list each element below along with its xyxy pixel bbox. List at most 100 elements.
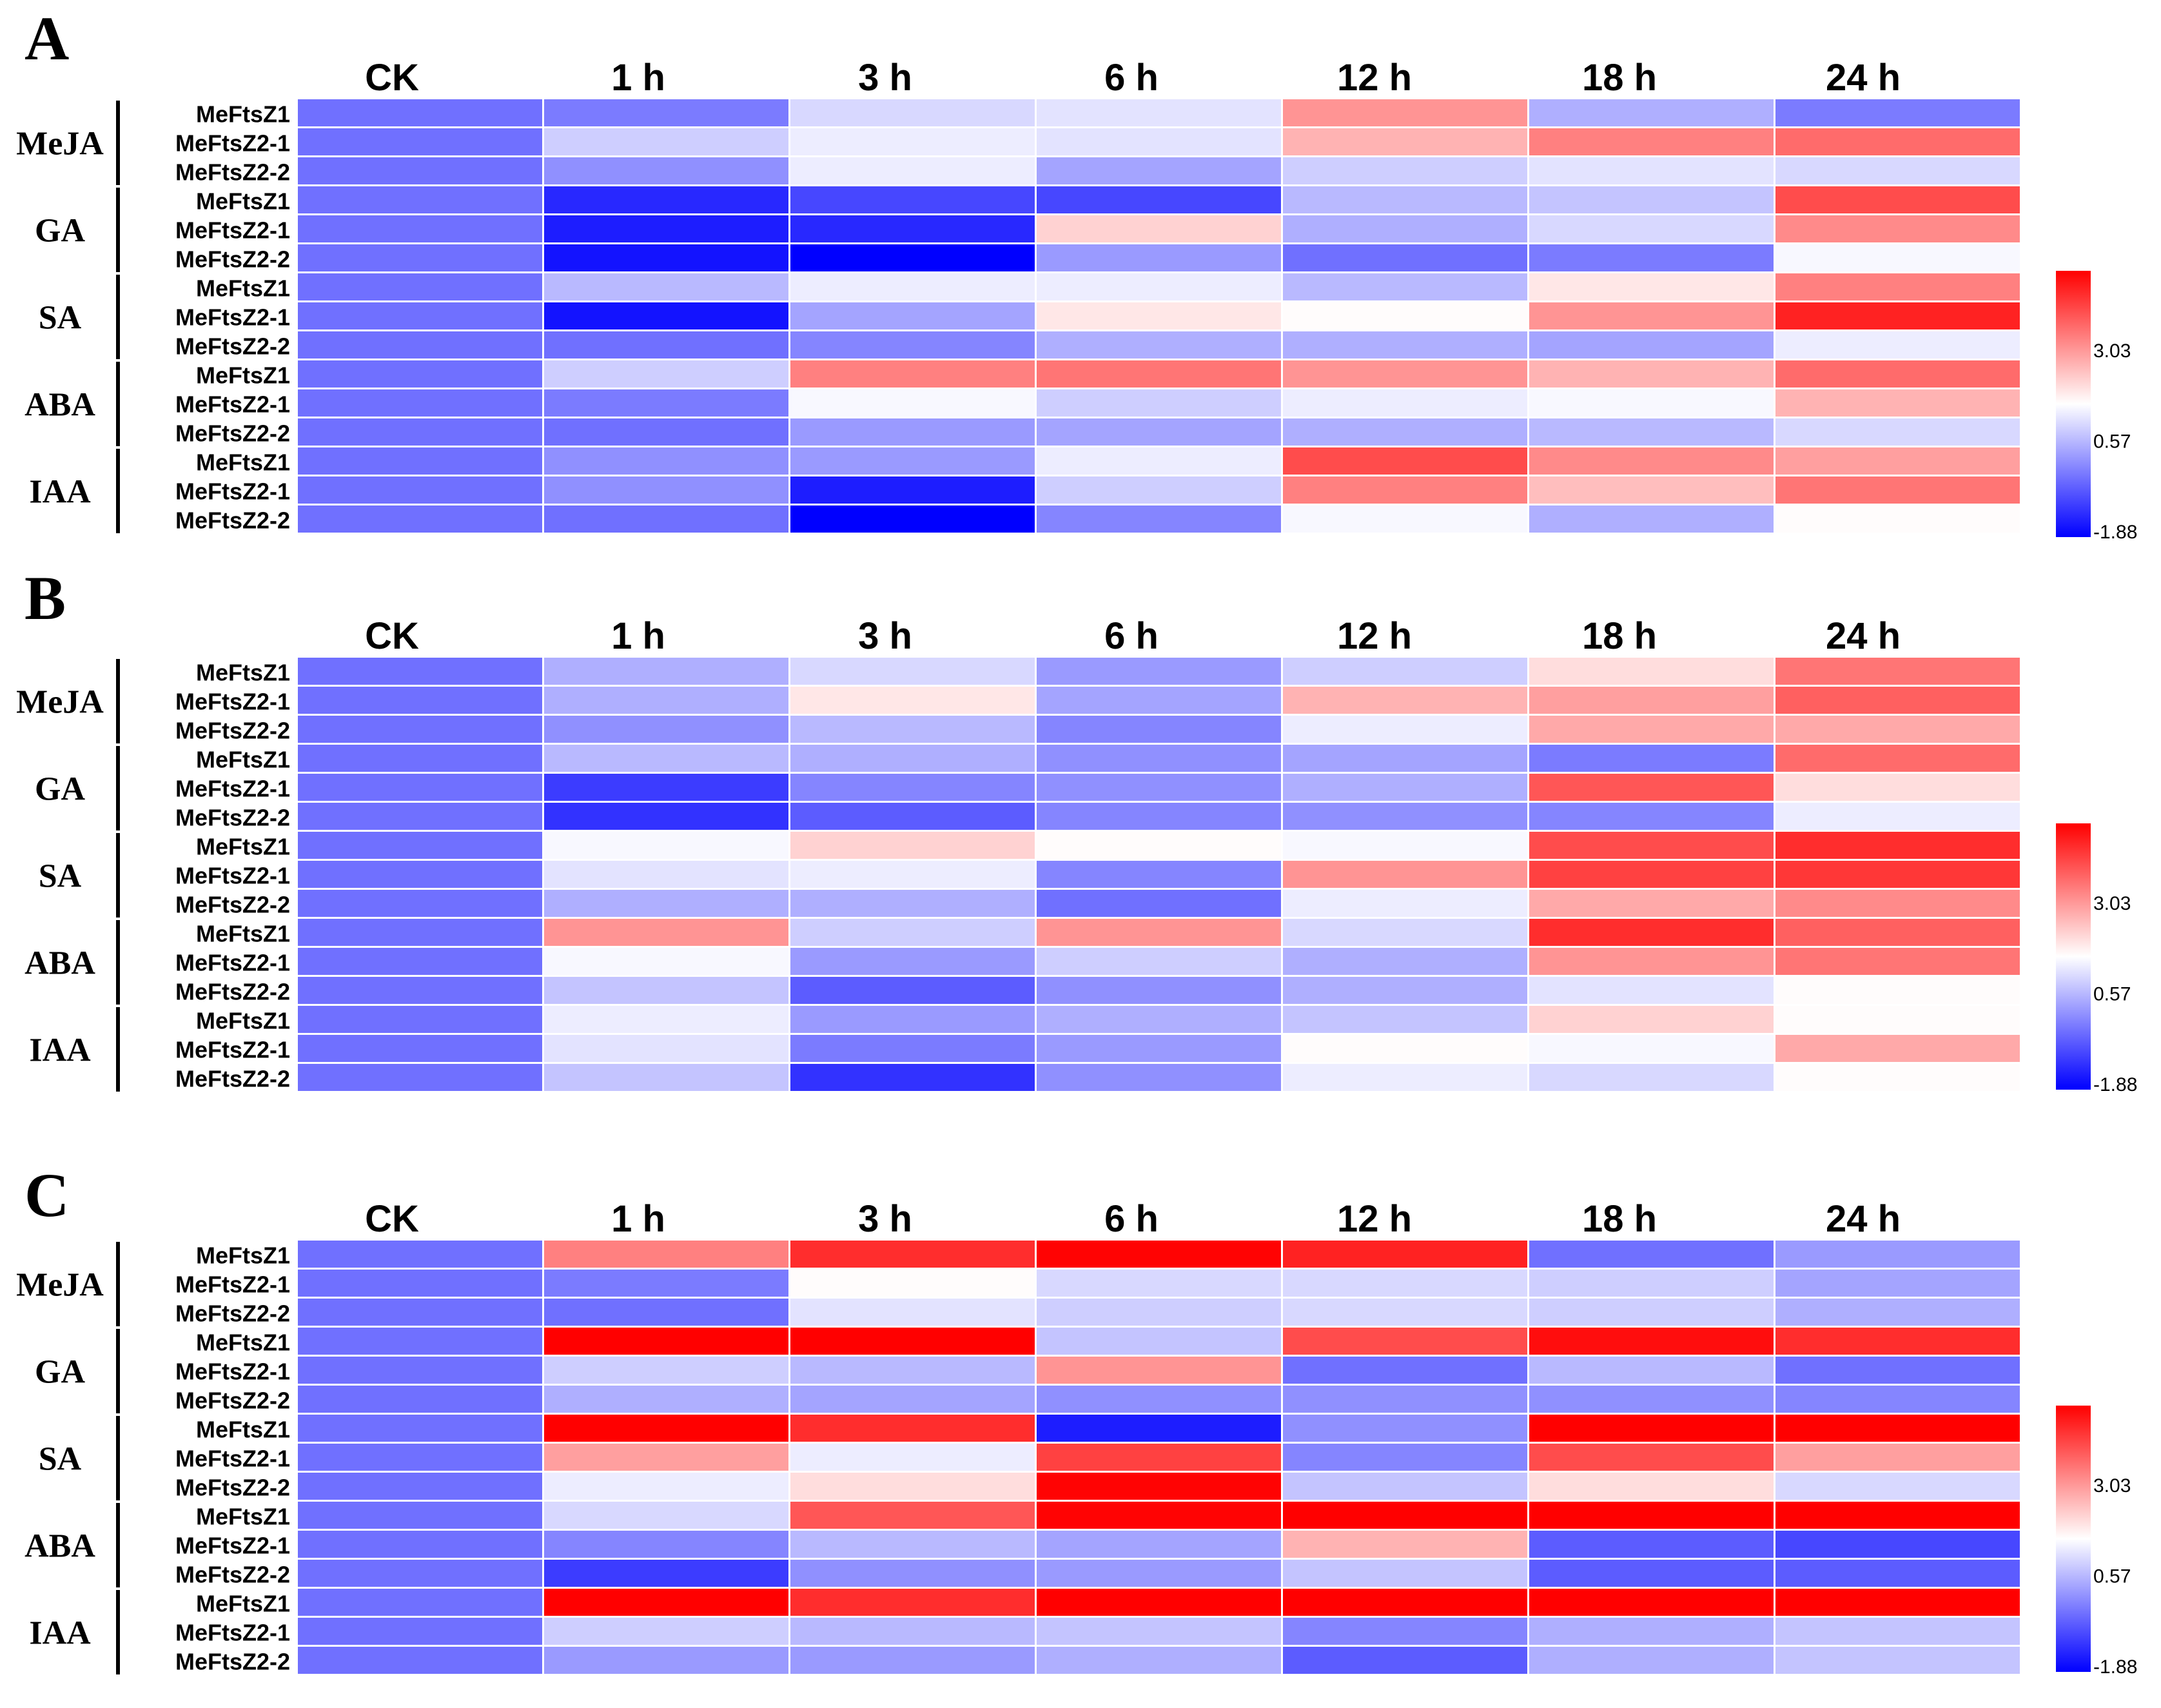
heatmap-cell <box>790 302 1035 329</box>
row-label: MeFtsZ1 <box>196 449 290 476</box>
heatmap-cell <box>790 128 1035 155</box>
column-label: 18 h <box>1582 615 1657 657</box>
row-label: MeFtsZ1 <box>196 1504 290 1530</box>
heatmap-cell <box>1529 476 1774 504</box>
heatmap-cell <box>790 506 1035 533</box>
heatmap-cell <box>1775 977 2020 1004</box>
heatmap-cell <box>1529 302 1774 329</box>
heatmap-cell <box>544 1064 788 1091</box>
heatmap-cell <box>1037 186 1281 213</box>
row-label: MeFtsZ1 <box>196 1330 290 1356</box>
heatmap-cell <box>1037 157 1281 184</box>
row-label: MeFtsZ2-2 <box>175 718 290 744</box>
heatmap-cell <box>298 273 542 300</box>
heatmap-cell <box>298 1064 542 1091</box>
heatmap-cell <box>1529 389 1774 417</box>
heatmap-cell <box>1775 1035 2020 1062</box>
heatmap-cell <box>1037 687 1281 714</box>
heatmap-cell <box>1283 1618 1527 1645</box>
panel-letter: B <box>24 564 66 633</box>
row-label: MeFtsZ2-1 <box>175 863 290 889</box>
heatmap-cell <box>1529 128 1774 155</box>
heatmap-cell <box>790 157 1035 184</box>
heatmap-cell <box>1283 716 1527 743</box>
heatmap-cell <box>790 360 1035 388</box>
heatmap-cell <box>1529 1241 1774 1268</box>
heatmap-cell <box>1775 948 2020 975</box>
heatmap-cell <box>1529 832 1774 859</box>
heatmap-cell <box>544 244 788 271</box>
heatmap-cell <box>298 99 542 126</box>
heatmap-cell <box>1037 506 1281 533</box>
heatmap-cell <box>1529 331 1774 358</box>
heatmap-cell <box>298 447 542 475</box>
heatmap-cell <box>544 1444 788 1471</box>
heatmap-cell <box>298 360 542 388</box>
heatmap-cell <box>790 389 1035 417</box>
heatmap-cell <box>1529 1270 1774 1297</box>
heatmap-cell <box>1775 1064 2020 1091</box>
heatmap-cell <box>1283 1589 1527 1616</box>
heatmap-cell <box>1529 1328 1774 1355</box>
heatmap-cell <box>1037 389 1281 417</box>
heatmap-cell <box>1037 1531 1281 1558</box>
heatmap-cell <box>298 658 542 685</box>
heatmap-cell <box>790 1357 1035 1384</box>
row-label: MeFtsZ2-2 <box>175 507 290 534</box>
group-label: IAA <box>29 474 91 511</box>
heatmap-cell <box>1775 186 2020 213</box>
heatmap-cell <box>1775 1270 2020 1297</box>
heatmap-cell <box>1283 128 1527 155</box>
heatmap-cell <box>544 832 788 859</box>
heatmap-cell <box>1037 476 1281 504</box>
heatmap-cell <box>298 1502 542 1529</box>
heatmap-cell <box>1283 1502 1527 1529</box>
heatmap-cell <box>1529 1647 1774 1674</box>
heatmap-cell <box>298 244 542 271</box>
heatmap-cell <box>1775 1560 2020 1587</box>
heatmap-cell <box>544 1241 788 1268</box>
heatmap-cell <box>1283 1064 1527 1091</box>
heatmap-cell <box>544 418 788 446</box>
heatmap-cell <box>544 506 788 533</box>
heatmap-cell <box>1037 716 1281 743</box>
heatmap-cell <box>1775 99 2020 126</box>
heatmap-cell <box>1775 244 2020 271</box>
heatmap-cell <box>1037 658 1281 685</box>
heatmap-cell <box>544 1415 788 1442</box>
heatmap-cell <box>1037 861 1281 888</box>
heatmap-cell <box>298 1415 542 1442</box>
heatmap-cell <box>1037 273 1281 300</box>
color-scale-tick: -1.88 <box>2093 522 2137 543</box>
color-scale-tick: -1.88 <box>2093 1656 2137 1678</box>
heatmap-cell <box>1283 331 1527 358</box>
row-label: MeFtsZ1 <box>196 1242 290 1269</box>
color-scale-bar <box>2056 1406 2091 1672</box>
row-label: MeFtsZ2-2 <box>175 1066 290 1092</box>
column-label: 6 h <box>1104 1198 1159 1240</box>
heatmap-cell <box>1283 1473 1527 1500</box>
heatmap-cell <box>1283 1241 1527 1268</box>
heatmap-cell <box>790 1560 1035 1587</box>
heatmap-cell <box>544 1328 788 1355</box>
heatmap-cell <box>298 687 542 714</box>
heatmap-cell <box>1283 919 1527 946</box>
heatmap-cell <box>1775 803 2020 830</box>
heatmap-cell <box>1037 803 1281 830</box>
heatmap-cell <box>1037 1473 1281 1500</box>
row-label: MeFtsZ2-1 <box>175 1620 290 1646</box>
heatmap-cell <box>1037 1386 1281 1413</box>
heatmap-cell <box>544 215 788 242</box>
heatmap-cell <box>298 186 542 213</box>
heatmap-cell <box>790 803 1035 830</box>
heatmap-cell <box>1775 389 2020 417</box>
heatmap-cell <box>790 186 1035 213</box>
heatmap-cell <box>1283 977 1527 1004</box>
heatmap-cell <box>544 948 788 975</box>
heatmap-cell <box>544 774 788 801</box>
row-label: MeFtsZ1 <box>196 660 290 686</box>
heatmap-cell <box>1037 1357 1281 1384</box>
row-label: MeFtsZ2-1 <box>175 478 290 505</box>
heatmap-cell <box>544 890 788 917</box>
heatmap-cell <box>790 1444 1035 1471</box>
